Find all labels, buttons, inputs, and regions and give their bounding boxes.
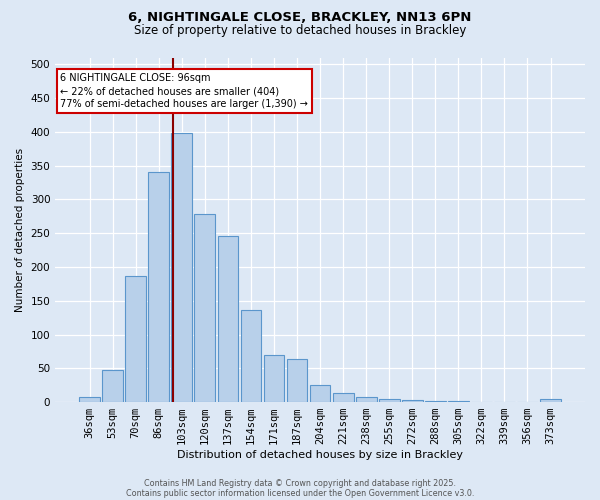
Bar xyxy=(540,400,561,402)
Bar xyxy=(125,276,146,402)
Bar xyxy=(218,236,238,402)
Bar xyxy=(194,214,215,402)
Bar xyxy=(102,370,123,402)
Bar xyxy=(263,356,284,402)
X-axis label: Distribution of detached houses by size in Brackley: Distribution of detached houses by size … xyxy=(177,450,463,460)
Bar xyxy=(356,396,377,402)
Bar xyxy=(333,394,353,402)
Bar xyxy=(402,400,422,402)
Text: Size of property relative to detached houses in Brackley: Size of property relative to detached ho… xyxy=(134,24,466,37)
Bar xyxy=(79,396,100,402)
Bar xyxy=(148,172,169,402)
Bar xyxy=(241,310,262,402)
Text: Contains HM Land Registry data © Crown copyright and database right 2025.
Contai: Contains HM Land Registry data © Crown c… xyxy=(126,479,474,498)
Y-axis label: Number of detached properties: Number of detached properties xyxy=(15,148,25,312)
Bar xyxy=(172,133,192,402)
Text: 6 NIGHTINGALE CLOSE: 96sqm
← 22% of detached houses are smaller (404)
77% of sem: 6 NIGHTINGALE CLOSE: 96sqm ← 22% of deta… xyxy=(61,73,308,110)
Bar xyxy=(379,398,400,402)
Bar xyxy=(425,400,446,402)
Text: 6, NIGHTINGALE CLOSE, BRACKLEY, NN13 6PN: 6, NIGHTINGALE CLOSE, BRACKLEY, NN13 6PN xyxy=(128,11,472,24)
Bar xyxy=(287,359,307,402)
Bar xyxy=(310,385,331,402)
